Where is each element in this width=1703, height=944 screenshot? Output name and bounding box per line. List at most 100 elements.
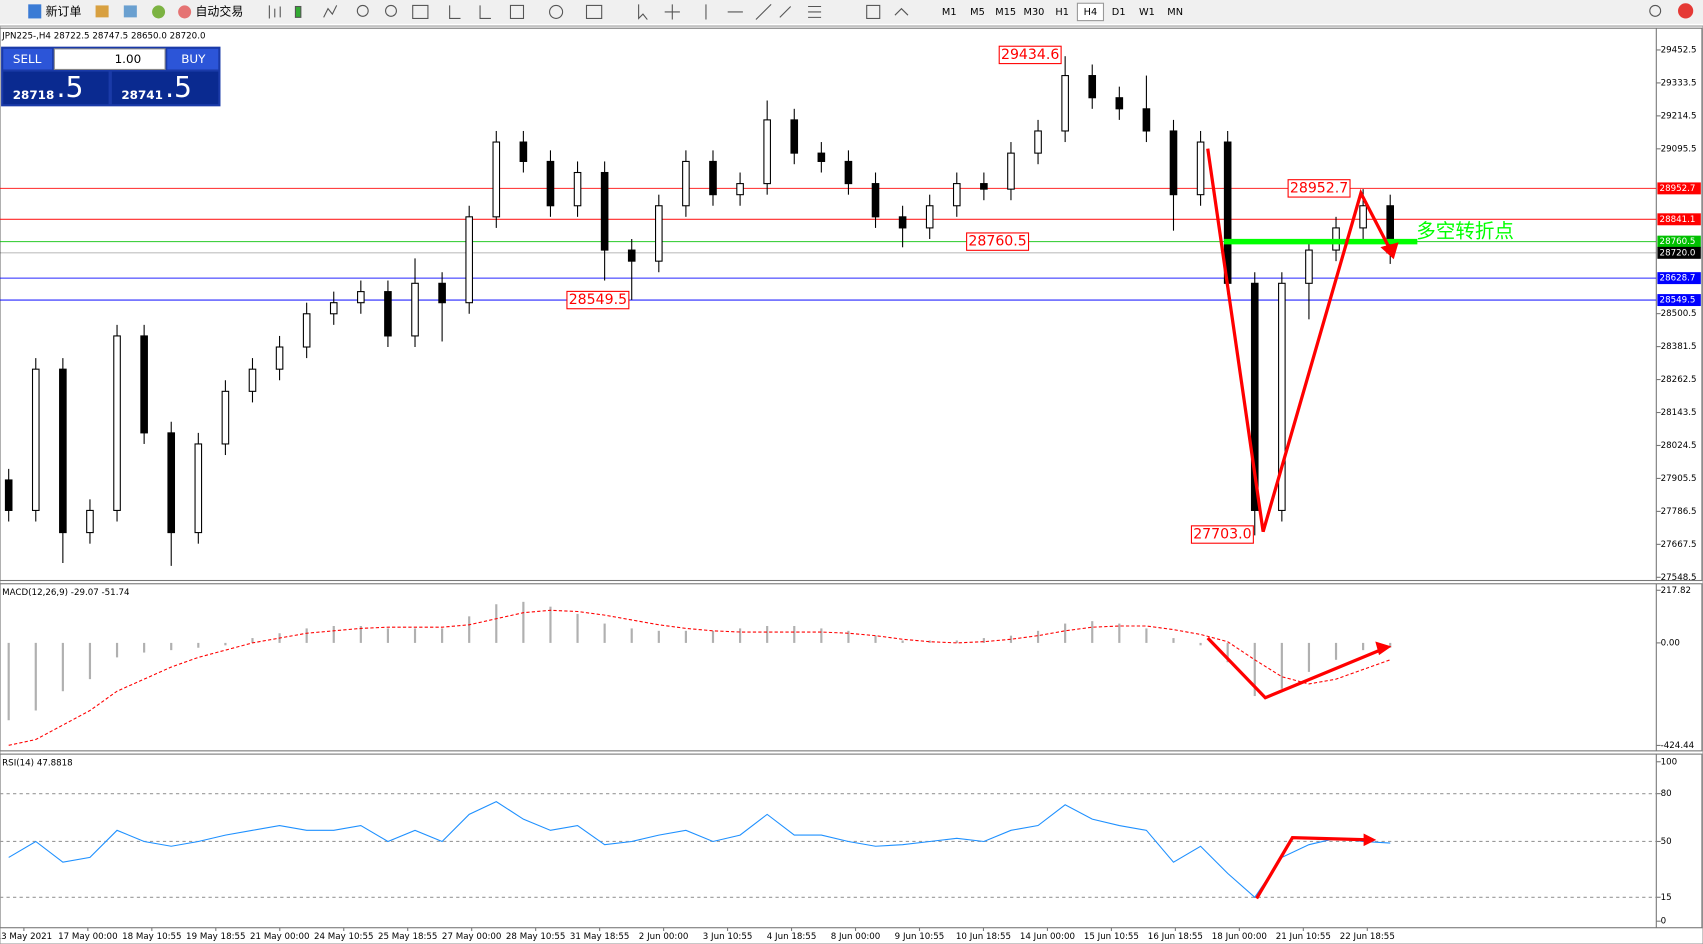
y-tick-label: 0.00	[1661, 638, 1680, 648]
level-price-label: 28549.5	[1660, 296, 1696, 306]
candle-body	[1359, 205, 1367, 229]
price-callout: 29434.6	[1001, 47, 1059, 63]
rsi-line	[8, 801, 1391, 899]
ask-main: 28741	[121, 88, 163, 102]
y-tick-label: 15	[1661, 893, 1672, 903]
y-tick-label: -424.44	[1661, 741, 1695, 751]
period-tool[interactable]	[549, 4, 564, 19]
candle-body	[655, 205, 663, 262]
draw-tools[interactable]	[705, 3, 772, 20]
panel-frame	[0, 753, 1703, 929]
candle-body	[302, 313, 311, 348]
ask-box[interactable]	[111, 71, 219, 105]
candle-body	[952, 183, 961, 207]
time-label: 3 Jun 10:55	[703, 932, 753, 942]
price-callout-box	[998, 45, 1062, 65]
candle-body	[465, 216, 473, 304]
timeframe-bar: M1 M5 M15 M30 H1 H4 D1 W1 MN	[942, 2, 1183, 22]
bar-chart-tool[interactable]	[268, 5, 281, 19]
lots-field[interactable]	[53, 48, 166, 70]
buy-button[interactable]	[167, 48, 219, 70]
cursor-tool[interactable]	[638, 4, 648, 20]
indicator-title: MACD(12,26,9) -29.07 -51.74	[2, 588, 130, 598]
candle-body	[817, 152, 826, 162]
candle-body	[411, 282, 419, 337]
template-tool[interactable]	[585, 4, 603, 19]
candle-body	[546, 160, 555, 207]
candle-body	[1169, 130, 1178, 196]
candle-body	[31, 368, 40, 511]
search[interactable]	[1649, 4, 1662, 17]
price-callout: 28760.5	[968, 234, 1026, 250]
timeframe-button[interactable]: H1	[1055, 7, 1069, 18]
candle-body	[925, 205, 934, 229]
timeframe-button[interactable]: M30	[1024, 7, 1045, 18]
line-tool[interactable]	[323, 5, 338, 18]
fibo-tools[interactable]	[779, 5, 822, 18]
indicator-tool[interactable]	[509, 4, 525, 19]
candle-body	[1142, 108, 1151, 132]
text-tool[interactable]	[866, 4, 881, 19]
macd-arrow-path	[1206, 636, 1387, 700]
candle-body	[1061, 75, 1069, 132]
buy-label[interactable]: BUY	[181, 52, 206, 66]
candle-tool[interactable]	[294, 5, 302, 18]
candle-body	[627, 249, 636, 262]
timeframe-button[interactable]: M1	[942, 7, 957, 18]
price-callout: 28952.7	[1290, 180, 1348, 196]
arrowhead	[1380, 242, 1399, 260]
arrow-tool[interactable]	[894, 7, 909, 16]
new-order-button[interactable]: 新订单	[46, 3, 82, 18]
scroll-tool[interactable]	[449, 5, 461, 19]
notification-badge[interactable]	[1678, 3, 1694, 19]
time-label: 31 May 18:55	[570, 932, 629, 942]
y-tick-label: 27786.5	[1661, 507, 1697, 517]
time-label: 18 Jun 00:00	[1212, 932, 1267, 942]
new-order-icon[interactable]	[28, 4, 42, 19]
timeframe-button[interactable]: M15	[995, 7, 1016, 18]
candle-body	[438, 282, 446, 304]
tool-icon[interactable]	[152, 5, 166, 19]
level-price-box	[1657, 272, 1701, 285]
level-price-label: 28841.1	[1660, 215, 1696, 225]
timeframe-button[interactable]: H4	[1084, 7, 1098, 18]
candle-body	[248, 368, 257, 392]
candle-body	[357, 291, 365, 304]
tool-icon[interactable]	[95, 5, 109, 18]
candle-body	[519, 141, 528, 162]
timeframe-button[interactable]: D1	[1112, 7, 1126, 18]
lots-value[interactable]: 1.00	[115, 52, 142, 66]
timeframe-button[interactable]: M5	[970, 7, 985, 18]
time-label: 10 Jun 18:55	[956, 932, 1011, 942]
zoom-in[interactable]	[356, 4, 369, 17]
candle-body	[4, 479, 13, 511]
tool-icon[interactable]	[123, 5, 137, 18]
time-label: 8 Jun 00:00	[831, 932, 881, 942]
time-label: 21 Jun 10:55	[1276, 932, 1331, 942]
candle-body	[1278, 282, 1286, 511]
y-tick-label: 27905.5	[1661, 474, 1697, 484]
active-timeframe[interactable]	[1076, 2, 1105, 22]
timeframe-button[interactable]: MN	[1167, 7, 1183, 18]
timeframe-button[interactable]: W1	[1139, 7, 1155, 18]
tile-tool[interactable]	[412, 4, 429, 19]
time-label: 9 Jun 10:55	[895, 932, 945, 942]
zoom-out[interactable]	[385, 4, 397, 17]
shift-tool[interactable]	[479, 5, 491, 19]
level-price-box	[1657, 294, 1701, 307]
time-label: 21 May 00:00	[250, 932, 309, 942]
panel: RSI(14) 47.8818 100 80 50 15 0 13 May 2021 17 M…	[0, 753, 1703, 942]
y-tick-label: 29214.5	[1661, 111, 1697, 121]
price-callout-box	[566, 290, 630, 310]
candle-body	[980, 183, 988, 190]
sell-label[interactable]: SELL	[13, 52, 42, 66]
auto-trading-button[interactable]: 自动交易	[195, 3, 243, 18]
level-price-box	[1657, 182, 1701, 195]
sell-button[interactable]	[3, 48, 53, 70]
price-arrow-path	[1206, 148, 1393, 533]
crosshair-tool[interactable]	[664, 4, 680, 20]
auto-trading-icon[interactable]	[178, 5, 192, 19]
level-price-box	[1657, 246, 1701, 259]
bid-box[interactable]	[3, 71, 109, 105]
candle-body	[1305, 249, 1313, 284]
